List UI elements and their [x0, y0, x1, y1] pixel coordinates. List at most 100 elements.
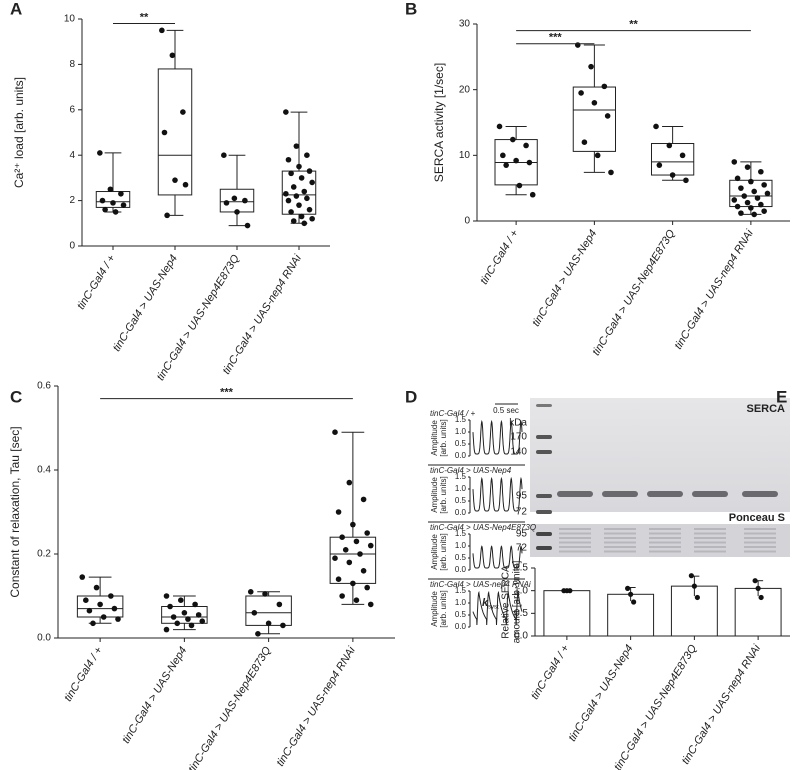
y-tick-label: 0.5 [455, 610, 467, 619]
data-point [526, 159, 533, 166]
y-axis-label: [arb. units] [439, 476, 448, 513]
y-tick-label: 1.0 [455, 541, 467, 550]
x-tick-label: tinC-Gal4 > UAS-Nep4 [530, 228, 599, 329]
data-point [247, 589, 254, 595]
blot-label: SERCA [746, 403, 785, 415]
data-point [296, 163, 302, 170]
data-point [115, 616, 121, 622]
data-point [306, 206, 313, 213]
data-point [304, 152, 310, 158]
y-tick-label: 1.5 [455, 586, 467, 595]
data-point [301, 220, 308, 227]
data-point [102, 206, 108, 213]
y-tick-label: 0 [464, 216, 470, 227]
data-point [159, 27, 165, 34]
ponceau-band [694, 550, 726, 553]
data-point [242, 197, 248, 204]
box [650, 143, 695, 176]
data-point [683, 177, 689, 184]
data-point [288, 209, 294, 215]
data-point [221, 152, 227, 158]
ponceau-band [744, 546, 776, 548]
ladder-band [536, 435, 552, 439]
data-point [516, 182, 523, 189]
data-point [500, 152, 506, 159]
data-point [734, 175, 741, 182]
y-axis-label: Amplitude [430, 534, 439, 570]
y-tick-label: 0.0 [514, 631, 528, 642]
y-tick-label: 30 [459, 19, 471, 30]
serca-band [742, 491, 778, 497]
ponceau-band [604, 537, 636, 539]
data-point [367, 542, 374, 549]
data-point [90, 620, 96, 627]
data-point [192, 601, 198, 608]
y-axis-label: Relative SERCA [501, 565, 512, 639]
data-point [510, 136, 516, 143]
data-point [170, 614, 177, 620]
y-axis-label: amount [arb. units] [512, 560, 523, 643]
y-tick-label: 1.5 [455, 529, 467, 538]
y-axis-label: [arb. units] [439, 533, 448, 570]
y-tick-label: 1.0 [455, 484, 467, 493]
serca-band [692, 491, 728, 497]
data-point [283, 190, 289, 197]
bar [543, 590, 591, 637]
data-point [293, 143, 300, 149]
ladder-band [536, 546, 552, 550]
ponceau-band [604, 541, 636, 544]
data-point [738, 210, 744, 216]
data-point [304, 195, 310, 202]
x-tick-label: tinC-Gal4 / + [478, 227, 521, 286]
data-point [628, 591, 634, 597]
y-tick-label: 1.5 [455, 472, 467, 481]
y-tick-label: 0.5 [514, 608, 528, 619]
annotation-sub: syst [488, 605, 499, 611]
data-point [251, 610, 258, 616]
panel-label: D [405, 387, 417, 406]
data-point [180, 109, 186, 115]
data-point [748, 178, 754, 185]
ponceau-band [604, 550, 636, 553]
y-axis-label: [arb. units] [439, 590, 448, 627]
y-tick-label: 1.0 [514, 585, 528, 596]
data-point [594, 152, 601, 159]
data-point [669, 172, 676, 178]
ponceau-band [604, 546, 636, 548]
data-point [339, 593, 345, 599]
data-point [731, 159, 738, 165]
trace-title: tinC-Gal4 > UAS-nep4 RNAi [430, 580, 531, 589]
data-point [350, 521, 356, 528]
data-point [360, 568, 367, 574]
data-point [231, 195, 238, 202]
ponceau-band [649, 546, 681, 548]
ponceau-band [649, 550, 681, 553]
data-point [666, 142, 673, 149]
data-point [199, 618, 206, 624]
data-point [758, 168, 764, 175]
data-point [761, 182, 767, 188]
ponceau-band [649, 528, 681, 530]
ponceau-band [694, 541, 726, 544]
panel-label: C [10, 387, 22, 406]
trace-title: tinC-Gal4 > UAS-Nep4E873Q [430, 523, 536, 532]
y-tick-label: 0.5 [455, 496, 467, 505]
data-point [301, 188, 308, 195]
marker-label: 140 [510, 447, 527, 458]
data-point [108, 593, 114, 599]
data-point [290, 184, 297, 190]
y-axis-label: Amplitude [430, 591, 439, 627]
data-point [86, 607, 93, 614]
y-tick-label: 0.4 [37, 465, 51, 476]
x-tick-label: tinC-Gal4 > UAS-Nep4 [111, 253, 180, 354]
data-point [691, 583, 697, 589]
panel-label: A [10, 0, 22, 18]
data-point [172, 177, 178, 183]
ponceau-band [649, 541, 681, 544]
ponceau-band [604, 532, 636, 535]
data-point [755, 585, 761, 592]
data-point [306, 168, 313, 174]
ladder-band [536, 450, 552, 454]
ponceau-band [559, 546, 591, 548]
y-tick-label: 1.0 [455, 598, 467, 607]
